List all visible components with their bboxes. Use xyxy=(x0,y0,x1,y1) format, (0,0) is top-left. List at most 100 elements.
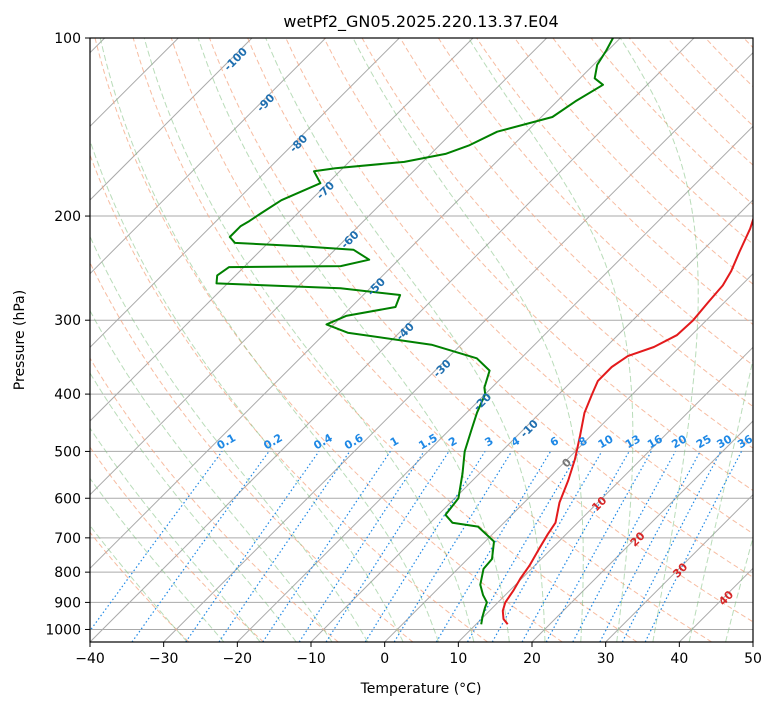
x-tick-label: −10 xyxy=(296,651,326,667)
y-tick-label: 800 xyxy=(54,565,81,581)
moist-adiabat xyxy=(688,356,753,642)
series-layer xyxy=(215,38,753,625)
dry-adiabat xyxy=(667,38,753,127)
mixing-ratio-label: 0.6 xyxy=(342,431,366,452)
isotherm-label: -100 xyxy=(221,45,250,74)
x-tick-label: −40 xyxy=(75,651,105,667)
mixing-ratio-label: 30 xyxy=(714,432,734,451)
x-tick-label: 30 xyxy=(597,651,615,667)
isotherm-line xyxy=(752,641,753,642)
x-tick-label: 40 xyxy=(670,651,688,667)
mixing-ratio-label: 2 xyxy=(446,434,459,449)
isotherm-label: -30 xyxy=(431,357,454,380)
isotherm-line xyxy=(531,420,753,642)
isotherm-label: -50 xyxy=(365,275,388,298)
dry-adiabat xyxy=(361,38,753,449)
x-tick-label: −20 xyxy=(223,651,253,667)
mixing-ratio-line xyxy=(364,451,486,642)
plot-frame xyxy=(89,37,754,643)
moist-adiabat xyxy=(197,38,510,642)
isotherm-line xyxy=(90,38,474,422)
mixing-ratio-label: 10 xyxy=(596,432,616,451)
mixing-ratio-label: 25 xyxy=(694,432,714,451)
y-tick-label: 200 xyxy=(54,209,81,225)
y-axis-title: Pressure (hPa) xyxy=(12,290,28,390)
mixing-ratio-line xyxy=(466,451,580,642)
moist-adiabat xyxy=(619,38,699,642)
isotherm-label: -10 xyxy=(518,417,541,440)
grid-layer xyxy=(90,38,753,642)
x-tick-label: 0 xyxy=(380,651,389,667)
mixing-ratio-line xyxy=(521,451,630,642)
isotherm-label: -60 xyxy=(338,228,361,251)
dewpoint-profile xyxy=(215,38,614,625)
dry-adiabat xyxy=(90,261,414,642)
moist-adiabat xyxy=(90,427,261,642)
isotherm-label-lower: 40 xyxy=(716,588,736,608)
chart-title: wetPf2_GN05.2025.220.13.37.E04 xyxy=(283,12,558,32)
mixing-ratio-line xyxy=(90,451,223,632)
moist-adiabat xyxy=(352,38,584,642)
axis-layer: −40 −30 −20 −10 0 10 20 30 40 5010020030040050060… xyxy=(45,31,762,667)
isotherm-line xyxy=(236,125,753,642)
mixing-ratio-line xyxy=(545,451,652,642)
mixing-ratio-label: 0.1 xyxy=(215,431,238,452)
dry-adiabat xyxy=(743,38,753,49)
mixing-ratio-line xyxy=(262,451,391,642)
mixing-ratio-line xyxy=(572,451,677,642)
y-tick-label: 100 xyxy=(54,31,81,47)
dry-adiabat xyxy=(476,38,753,326)
mixing-ratio-line xyxy=(393,451,513,642)
x-tick-label: 20 xyxy=(523,651,541,667)
x-axis-title: Temperature (°C) xyxy=(360,681,482,697)
isotherm-line xyxy=(90,38,327,275)
isotherm-label-lower: 10 xyxy=(589,494,609,514)
moist-adiabat xyxy=(99,38,439,642)
isotherm-line xyxy=(163,51,753,642)
mixing-ratio-label: 20 xyxy=(669,432,689,451)
isotherm-line xyxy=(384,272,753,642)
mixing-ratio-line xyxy=(599,451,701,642)
temperature-profile xyxy=(501,216,753,625)
y-tick-label: 700 xyxy=(54,531,81,547)
y-tick-label: 500 xyxy=(54,444,81,460)
mixing-ratio-label: 3 xyxy=(482,434,495,449)
y-tick-label: 1000 xyxy=(45,622,81,638)
isotherm-line xyxy=(90,38,253,201)
mixing-ratio-label: 16 xyxy=(645,432,665,451)
moist-adiabat xyxy=(143,38,475,642)
dry-adiabat xyxy=(90,357,339,642)
dry-adiabat xyxy=(90,153,488,642)
x-tick-label: −30 xyxy=(149,651,179,667)
dry-adiabat xyxy=(590,38,753,206)
mixing-ratio-line xyxy=(491,451,603,642)
moist-adiabat xyxy=(90,372,297,642)
dry-adiabat xyxy=(132,38,638,642)
mixing-ratio-line xyxy=(218,451,351,642)
dry-adiabat xyxy=(552,38,753,245)
moist-adiabat xyxy=(90,524,188,642)
isotherm-label: -90 xyxy=(254,91,277,114)
mixing-ratio-label: 13 xyxy=(623,432,643,451)
dry-adiabat xyxy=(90,531,190,642)
isotherm-label: -80 xyxy=(287,132,310,155)
moist-adiabat xyxy=(90,235,369,642)
mixing-ratio-label: 0.4 xyxy=(311,431,335,452)
isotherm-label: -70 xyxy=(314,179,337,202)
y-tick-label: 900 xyxy=(54,595,81,611)
dry-adiabat xyxy=(705,38,753,88)
moist-adiabat xyxy=(265,38,546,642)
mixing-ratio-label: 1 xyxy=(388,434,401,449)
isotherm-line xyxy=(90,38,400,349)
mixing-ratio-label: 6 xyxy=(548,434,561,449)
mixing-ratio-label: 0.2 xyxy=(261,431,284,452)
reference-label-layer: -100-90-80-70-60-50-40-30-20-100.1 0.2 0.4… xyxy=(215,45,755,608)
isotherm-line xyxy=(605,493,753,642)
mixing-ratio-line xyxy=(325,451,450,642)
isotherm-line xyxy=(678,567,753,642)
y-tick-label: 400 xyxy=(54,387,81,403)
moist-adiabat xyxy=(90,309,333,642)
dry-adiabat xyxy=(285,38,753,535)
mixing-ratio-label: 36 xyxy=(735,432,755,451)
